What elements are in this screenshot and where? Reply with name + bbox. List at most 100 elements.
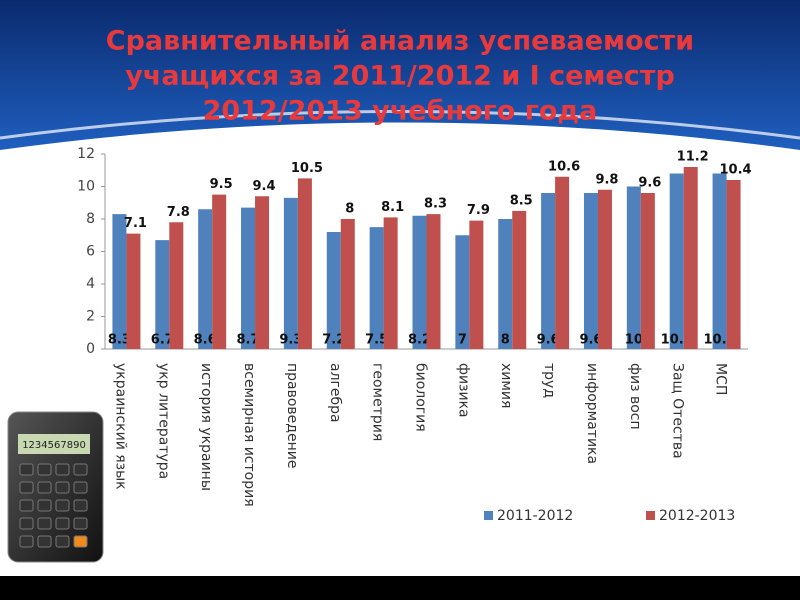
y-tick-label: 10	[77, 179, 95, 195]
calculator-key	[73, 517, 88, 530]
data-label: 7.8	[167, 205, 190, 220]
y-tick-label: 12	[77, 146, 95, 162]
bar	[369, 227, 384, 349]
bar	[326, 232, 341, 349]
calculator-key	[73, 463, 88, 476]
x-tick-label: правоведение	[284, 363, 300, 468]
data-label: 8.1	[381, 200, 404, 215]
bar	[412, 215, 427, 349]
data-label: 6.7	[151, 333, 174, 348]
data-label: 7.2	[322, 333, 345, 348]
calculator-icon: 1234567890	[7, 411, 104, 563]
chart: 0 2 4 6 8 10 12 украинский язык укр литература ис…	[77, 146, 751, 524]
data-label: 8	[345, 202, 354, 217]
legend-label: 2012-2013	[659, 508, 735, 524]
data-label: 9.8	[595, 172, 618, 187]
bar	[155, 240, 170, 349]
bar	[112, 214, 127, 349]
data-label: 8.2	[408, 333, 431, 348]
data-label: 10	[625, 333, 643, 348]
calculator-key	[55, 463, 70, 476]
y-tick-label: 6	[86, 244, 95, 260]
y-tick-label: 8	[86, 211, 95, 227]
bar	[555, 176, 570, 349]
bar	[297, 178, 312, 349]
bar	[283, 197, 298, 349]
title-line: учащихся за 2011/2012 и I семестр	[125, 61, 675, 92]
x-tick-label: украинский язык	[112, 363, 128, 490]
y-tick-label: 2	[86, 309, 95, 325]
bar	[198, 209, 213, 349]
legend-swatch	[646, 511, 655, 520]
data-label: 9.6	[638, 176, 661, 191]
calculator-key	[55, 535, 70, 548]
data-label: 7.9	[467, 203, 490, 218]
data-label: 10.5	[291, 161, 323, 176]
data-label: 8	[501, 333, 510, 348]
bar	[541, 193, 556, 349]
bar	[512, 210, 527, 349]
data-label: 9.6	[537, 333, 560, 348]
x-tick-label: геометрия	[370, 363, 386, 441]
x-tick-label: биология	[413, 363, 429, 432]
bar	[640, 193, 655, 349]
calculator-key	[37, 517, 52, 530]
calculator-key	[37, 535, 52, 548]
x-tick-label: химия	[498, 363, 514, 408]
calculator-text: 1234567890	[22, 440, 86, 451]
bar	[683, 167, 698, 349]
bar	[469, 220, 484, 349]
bar	[455, 235, 470, 349]
bar	[712, 173, 727, 349]
data-label: 9.5	[210, 177, 233, 192]
x-tick-label: история украины	[198, 363, 214, 491]
calculator-screen	[18, 434, 90, 454]
x-tick-label: Защ Отества	[670, 363, 686, 459]
title-line: 2012/2013 учебного года	[203, 96, 598, 127]
bar	[669, 173, 684, 349]
bar	[626, 186, 641, 349]
legend-label: 2011-2012	[497, 508, 573, 524]
x-tick-label: информатика	[584, 363, 600, 464]
bar	[255, 196, 270, 349]
calculator-key	[19, 481, 34, 494]
title-line: Сравнительный анализ успеваемости	[106, 26, 694, 57]
data-label: 8.5	[510, 193, 533, 208]
data-label: 8.3	[108, 333, 131, 348]
x-tick-label: МСП	[713, 363, 729, 395]
data-label: 9.4	[253, 179, 276, 194]
header-curve	[0, 110, 800, 140]
data-label: 7.1	[124, 216, 147, 231]
calculator-key	[19, 535, 34, 548]
calculator-key	[55, 481, 70, 494]
x-tick-label: труд	[541, 363, 557, 398]
x-tick-label: алгебра	[327, 363, 343, 423]
calculator-key	[37, 463, 52, 476]
bar	[583, 193, 598, 349]
x-tick-label: всемирная история	[241, 363, 257, 507]
data-label: 9.6	[579, 333, 602, 348]
calculator-key	[19, 463, 34, 476]
calculator-key	[73, 481, 88, 494]
bar	[383, 217, 398, 349]
bar	[498, 219, 513, 349]
calculator-key	[73, 499, 88, 512]
data-label: 8.3	[424, 197, 447, 212]
calculator-key	[55, 499, 70, 512]
data-label: 10.4	[720, 163, 752, 178]
data-label: 7.5	[365, 333, 388, 348]
x-tick-label: укр литература	[155, 363, 171, 479]
bar	[169, 222, 184, 349]
bar	[241, 207, 256, 349]
calculator-key	[19, 517, 34, 530]
footer-band	[0, 576, 800, 600]
data-label: 7	[458, 333, 467, 348]
calculator-key	[55, 517, 70, 530]
bar	[597, 189, 612, 349]
legend-swatch	[484, 511, 493, 520]
bar	[726, 180, 741, 349]
data-label: 8.6	[194, 333, 217, 348]
y-tick-label: 0	[86, 341, 95, 357]
